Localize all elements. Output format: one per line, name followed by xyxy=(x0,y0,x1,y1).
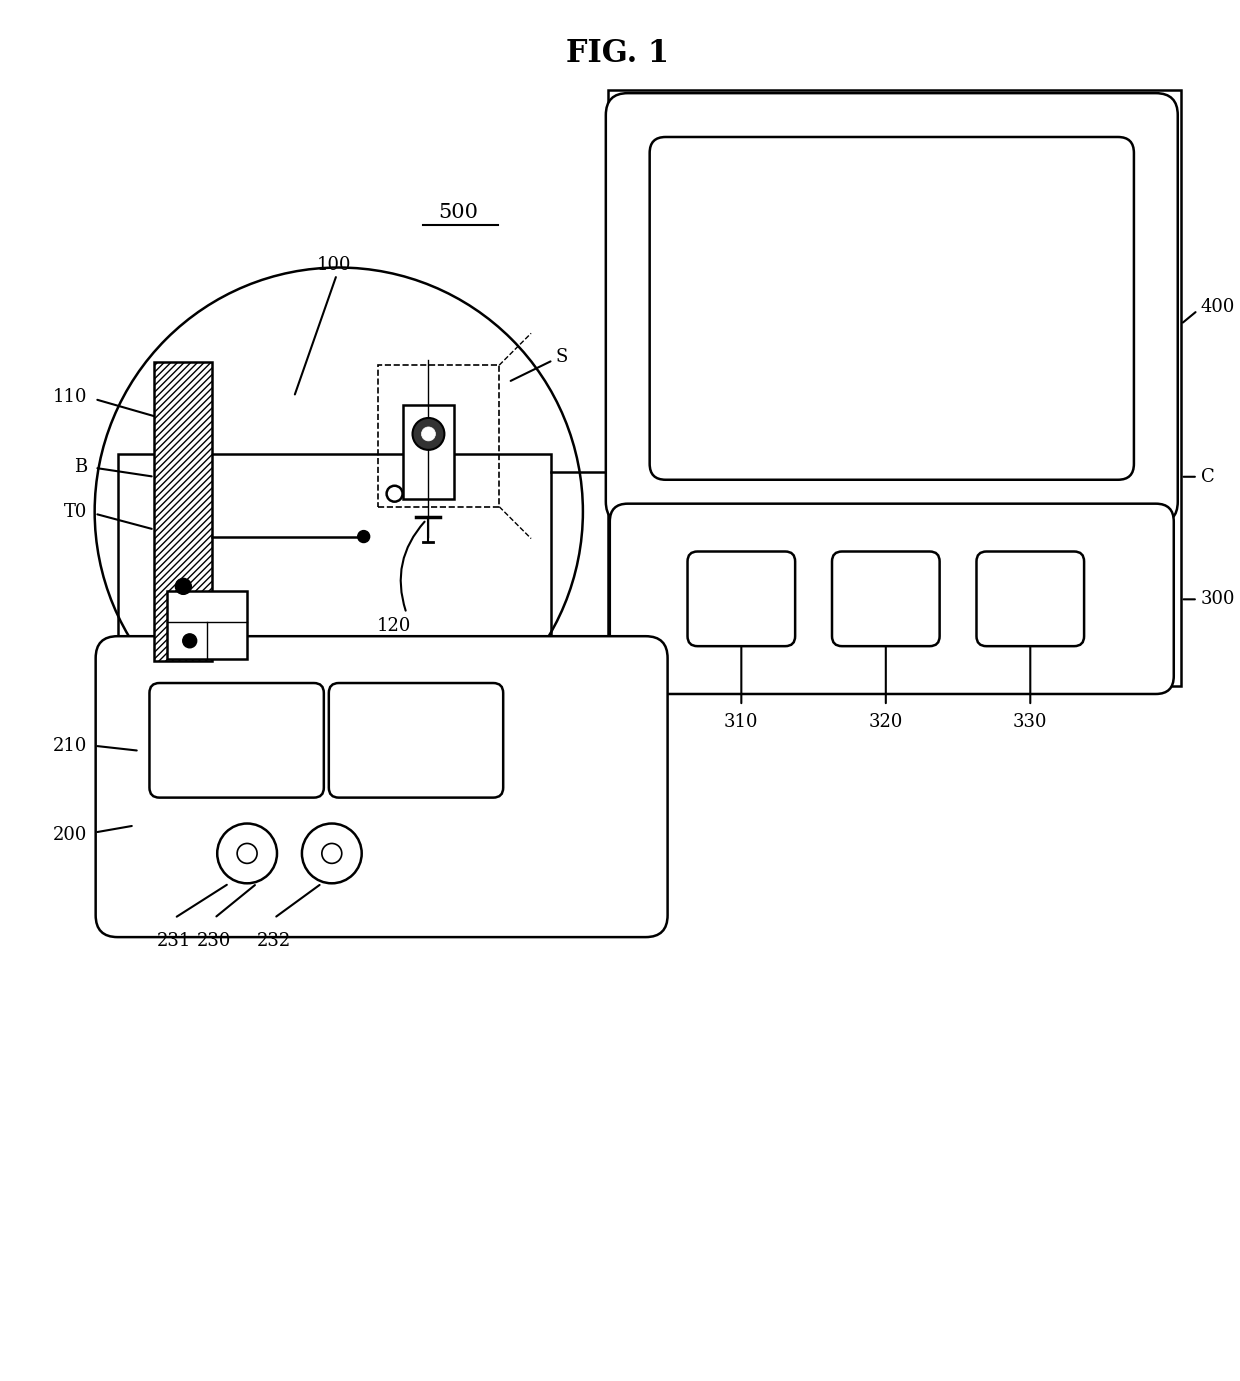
Text: S: S xyxy=(556,348,568,366)
Text: 400: 400 xyxy=(1200,298,1235,316)
Polygon shape xyxy=(403,405,454,499)
Text: 320: 320 xyxy=(869,713,903,731)
Circle shape xyxy=(175,579,191,594)
FancyBboxPatch shape xyxy=(610,504,1174,695)
FancyBboxPatch shape xyxy=(687,551,795,646)
Circle shape xyxy=(422,427,435,441)
Text: 310: 310 xyxy=(724,713,759,731)
Text: 500: 500 xyxy=(439,203,479,222)
Circle shape xyxy=(413,418,444,450)
FancyBboxPatch shape xyxy=(329,684,503,798)
Text: 232: 232 xyxy=(257,932,291,950)
Text: 120: 120 xyxy=(377,617,410,635)
Text: 220: 220 xyxy=(387,704,420,722)
Text: 230: 230 xyxy=(197,932,232,950)
Circle shape xyxy=(237,844,257,863)
Bar xyxy=(118,454,551,663)
Text: 200: 200 xyxy=(53,826,88,844)
Bar xyxy=(167,591,247,659)
Text: C: C xyxy=(1200,468,1214,486)
FancyBboxPatch shape xyxy=(832,551,940,646)
FancyBboxPatch shape xyxy=(95,637,667,938)
Text: 231: 231 xyxy=(157,932,191,950)
Bar xyxy=(608,90,1180,686)
Text: B: B xyxy=(74,458,88,476)
Text: 300: 300 xyxy=(1200,590,1235,608)
Polygon shape xyxy=(155,362,212,661)
Text: 110: 110 xyxy=(53,388,88,406)
Text: T0: T0 xyxy=(64,503,88,521)
Text: 100: 100 xyxy=(317,255,351,273)
Bar xyxy=(378,365,500,507)
FancyBboxPatch shape xyxy=(976,551,1084,646)
Circle shape xyxy=(357,530,370,543)
FancyBboxPatch shape xyxy=(606,93,1178,523)
Text: 330: 330 xyxy=(1013,713,1048,731)
Circle shape xyxy=(217,823,277,884)
Circle shape xyxy=(387,486,403,501)
Circle shape xyxy=(301,823,362,884)
Circle shape xyxy=(322,844,342,863)
FancyBboxPatch shape xyxy=(150,684,324,798)
Text: FIG. 1: FIG. 1 xyxy=(567,37,670,69)
FancyBboxPatch shape xyxy=(650,137,1133,479)
Text: 210: 210 xyxy=(53,737,88,755)
Circle shape xyxy=(182,634,197,648)
